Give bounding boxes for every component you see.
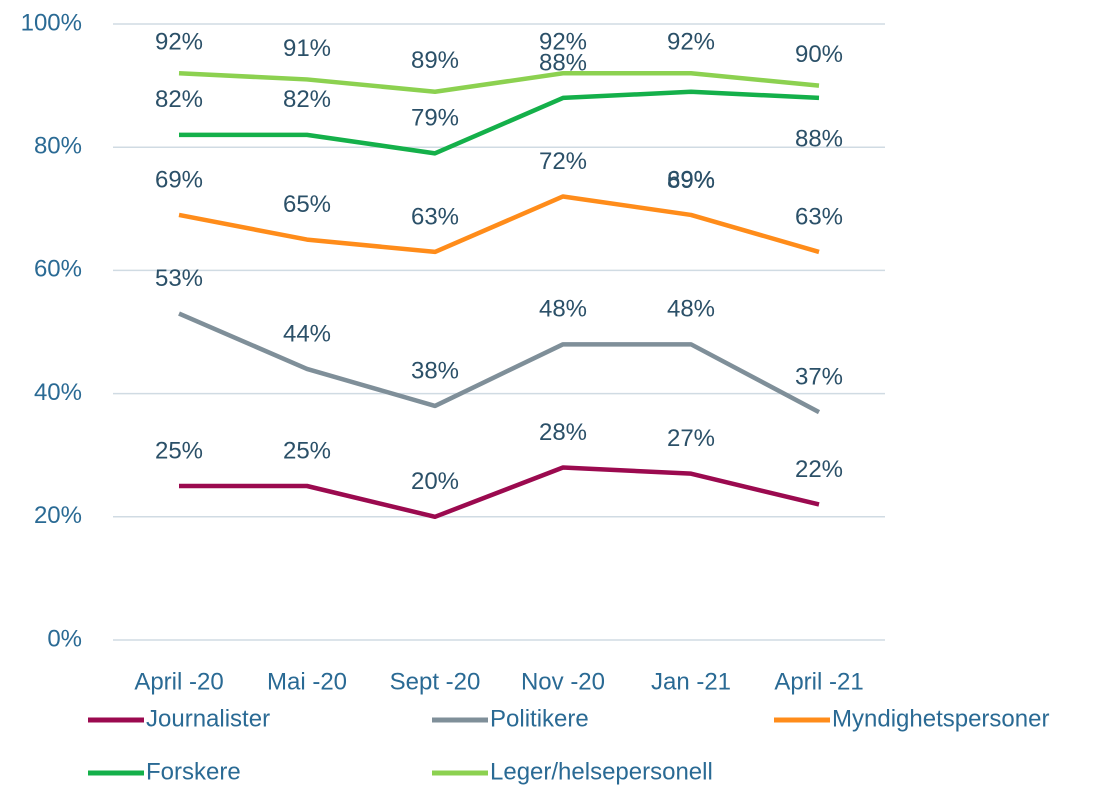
y-tick-label: 100%: [21, 9, 82, 36]
data-label: 89%: [411, 47, 459, 74]
data-label: 20%: [411, 468, 459, 495]
data-label: 89%: [667, 167, 715, 194]
y-tick-label: 0%: [47, 625, 82, 652]
legend-label: Journalister: [146, 705, 270, 732]
x-tick-label: Jan -21: [651, 668, 731, 695]
data-label: 63%: [411, 203, 459, 230]
data-label: 88%: [795, 125, 843, 152]
data-label: 72%: [539, 148, 587, 175]
data-label: 91%: [283, 35, 331, 62]
legend-label: Myndighetspersoner: [832, 705, 1049, 732]
data-label: 92%: [155, 29, 203, 56]
data-label: 28%: [539, 419, 587, 446]
data-label: 44%: [283, 320, 331, 347]
x-tick-label: Mai -20: [267, 668, 347, 695]
series-line: [179, 89, 820, 156]
data-label: 69%: [667, 166, 715, 193]
data-label: 25%: [155, 437, 203, 464]
data-label: 69%: [155, 166, 203, 193]
data-label: 53%: [155, 265, 203, 292]
y-tick-label: 80%: [34, 133, 82, 160]
data-label: 82%: [283, 86, 331, 113]
y-tick-label: 60%: [34, 256, 82, 283]
data-label: 63%: [795, 203, 843, 230]
y-tick-label: 20%: [34, 502, 82, 529]
y-tick-label: 40%: [34, 379, 82, 406]
data-label: 88%: [539, 49, 587, 76]
data-label: 25%: [283, 437, 331, 464]
legend-label: Leger/helsepersonell: [490, 758, 713, 785]
data-label: 48%: [667, 296, 715, 323]
data-label: 37%: [795, 363, 843, 390]
series-line: [178, 311, 821, 415]
x-tick-label: April -21: [774, 668, 863, 695]
series-line: [179, 465, 820, 520]
series-line: [178, 194, 820, 255]
data-label: 65%: [283, 191, 331, 218]
data-label: 90%: [795, 41, 843, 68]
data-label: 82%: [155, 86, 203, 113]
data-label: 22%: [795, 456, 843, 483]
data-label: 27%: [667, 425, 715, 452]
data-label: 92%: [539, 29, 587, 56]
x-tick-label: April -20: [134, 668, 223, 695]
legend-label: Forskere: [146, 758, 241, 785]
x-tick-label: Sept -20: [390, 668, 481, 695]
x-tick-label: Nov -20: [521, 668, 605, 695]
data-label: 92%: [667, 29, 715, 56]
data-label: 38%: [411, 357, 459, 384]
series-line: [178, 71, 820, 95]
data-label: 48%: [539, 296, 587, 323]
legend-label: Politikere: [490, 705, 589, 732]
data-label: 79%: [411, 105, 459, 132]
